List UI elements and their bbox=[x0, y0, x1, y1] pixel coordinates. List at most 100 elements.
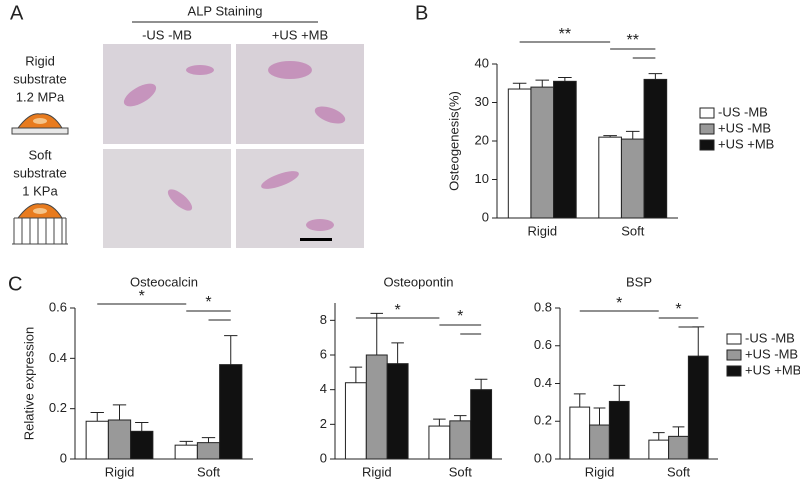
y-tick-label: 10 bbox=[475, 171, 489, 186]
bar bbox=[386, 363, 409, 460]
y-tick-label: 0.2 bbox=[534, 413, 552, 428]
staining-title: ALP Staining bbox=[188, 3, 263, 18]
y-tick-label: 30 bbox=[475, 94, 489, 109]
bar bbox=[219, 364, 243, 460]
y-tick-label: 0.6 bbox=[49, 299, 67, 314]
y-tick-label: 0.6 bbox=[534, 337, 552, 352]
column-label: +US +MB bbox=[272, 27, 328, 42]
y-tick-label: 20 bbox=[475, 132, 489, 147]
y-tick-label: 0.4 bbox=[534, 375, 552, 390]
significance-mark: ** bbox=[627, 32, 639, 49]
legend-label: +US -MB bbox=[718, 120, 771, 135]
x-tick-label: Soft bbox=[667, 464, 691, 479]
bar bbox=[643, 78, 668, 219]
error-bar bbox=[453, 415, 467, 421]
bar bbox=[174, 444, 198, 460]
error-bar bbox=[179, 440, 193, 446]
error-bar bbox=[224, 335, 238, 365]
x-tick-label: Rigid bbox=[585, 464, 615, 479]
y-tick-label: 0 bbox=[60, 450, 67, 465]
error-bar bbox=[692, 326, 705, 357]
substrate-icon bbox=[11, 113, 69, 245]
error-bar bbox=[573, 393, 586, 408]
error-bar bbox=[603, 135, 617, 138]
significance-mark: * bbox=[616, 295, 622, 312]
error-bar bbox=[672, 426, 685, 437]
error-bar bbox=[474, 378, 488, 390]
x-tick-label: Soft bbox=[197, 464, 221, 479]
y-tick-label: 0 bbox=[482, 209, 489, 224]
error-bar bbox=[201, 437, 216, 443]
y-axis-label: Relative expression bbox=[21, 327, 36, 440]
significance-line bbox=[97, 303, 231, 321]
legend-swatch bbox=[726, 365, 742, 377]
error-bar bbox=[349, 366, 363, 383]
bar bbox=[648, 439, 670, 460]
bar bbox=[569, 406, 591, 460]
row-label: Soft bbox=[28, 147, 52, 162]
row-label: 1 KPa bbox=[22, 183, 58, 198]
error-bar bbox=[135, 422, 149, 432]
legend-swatch bbox=[699, 107, 715, 119]
micrographs bbox=[103, 44, 364, 248]
error-bar bbox=[652, 432, 665, 441]
error-bar bbox=[535, 79, 550, 88]
significance-mark: * bbox=[205, 294, 211, 311]
legend-label: -US -MB bbox=[718, 104, 768, 119]
significance-line bbox=[355, 317, 482, 335]
legend-label: +US +MB bbox=[745, 362, 800, 377]
x-tick-label: Soft bbox=[621, 223, 645, 238]
significance-mark: ** bbox=[559, 26, 571, 43]
chart-title: Osteopontin bbox=[383, 274, 453, 289]
bar bbox=[85, 420, 109, 460]
error-bar bbox=[112, 404, 127, 420]
bar bbox=[687, 355, 709, 460]
legend-swatch bbox=[699, 123, 715, 135]
panel-label: B bbox=[415, 2, 428, 24]
y-axis-label: Osteogenesis(%) bbox=[446, 91, 461, 191]
legend-swatch bbox=[699, 139, 715, 151]
legend-label: +US +MB bbox=[718, 136, 774, 151]
bar bbox=[428, 425, 451, 460]
x-tick-label: Soft bbox=[449, 464, 473, 479]
y-tick-label: 40 bbox=[475, 55, 489, 70]
x-tick-label: Rigid bbox=[105, 464, 135, 479]
bar bbox=[620, 138, 645, 219]
legend-swatch bbox=[726, 349, 742, 361]
y-tick-label: 4 bbox=[320, 381, 327, 396]
y-tick-label: 0.4 bbox=[49, 350, 67, 365]
bar bbox=[365, 354, 388, 460]
error-bar bbox=[370, 312, 384, 355]
error-bar bbox=[558, 76, 572, 82]
row-label: substrate bbox=[13, 165, 66, 180]
significance-line bbox=[519, 41, 656, 59]
bar bbox=[553, 80, 577, 219]
error-bar bbox=[593, 407, 606, 426]
significance-mark: * bbox=[457, 308, 463, 325]
error-bar bbox=[391, 342, 404, 364]
error-bar bbox=[648, 73, 663, 80]
y-tick-label: 8 bbox=[320, 312, 327, 327]
y-tick-label: 6 bbox=[320, 346, 327, 361]
bar bbox=[589, 424, 610, 460]
y-tick-label: 0 bbox=[320, 450, 327, 465]
chart-title: BSP bbox=[626, 274, 652, 289]
panel-label: C bbox=[8, 273, 22, 295]
error-bar bbox=[90, 411, 104, 422]
bar bbox=[507, 88, 532, 219]
x-tick-label: Rigid bbox=[362, 464, 392, 479]
bar bbox=[449, 420, 472, 460]
bar bbox=[530, 86, 555, 219]
legend-label: +US -MB bbox=[745, 346, 798, 361]
error-bar bbox=[433, 418, 446, 427]
bar bbox=[344, 382, 367, 460]
error-bar bbox=[512, 82, 527, 90]
y-tick-label: 0.0 bbox=[534, 450, 552, 465]
x-tick-label: Rigid bbox=[527, 223, 557, 238]
error-bar bbox=[613, 384, 626, 402]
bar bbox=[130, 430, 154, 460]
legend-swatch bbox=[726, 333, 742, 345]
bar bbox=[470, 389, 493, 460]
bar bbox=[196, 442, 221, 460]
